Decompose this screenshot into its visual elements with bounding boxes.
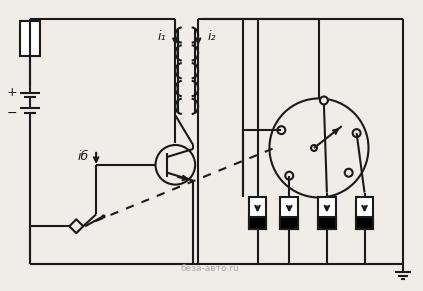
Text: i₂: i₂ [208,30,216,42]
Circle shape [320,97,328,104]
Circle shape [277,126,285,134]
Bar [249,217,266,229]
Circle shape [353,129,360,137]
Text: беза-авто.ru: беза-авто.ru [181,264,239,273]
Circle shape [156,145,195,184]
Bar [318,198,336,229]
Bar [280,217,298,229]
Text: +: + [7,86,17,99]
Circle shape [345,169,353,177]
Bar [318,217,336,229]
Text: iб: iб [77,150,89,163]
Circle shape [311,145,317,151]
Circle shape [269,98,368,198]
Circle shape [285,172,293,180]
Bar [280,198,298,229]
Text: i₁: i₁ [157,30,166,42]
Bar [356,198,374,229]
Bar [356,217,374,229]
Bar [249,198,266,229]
Bar [20,21,40,56]
Text: −: − [7,107,17,120]
